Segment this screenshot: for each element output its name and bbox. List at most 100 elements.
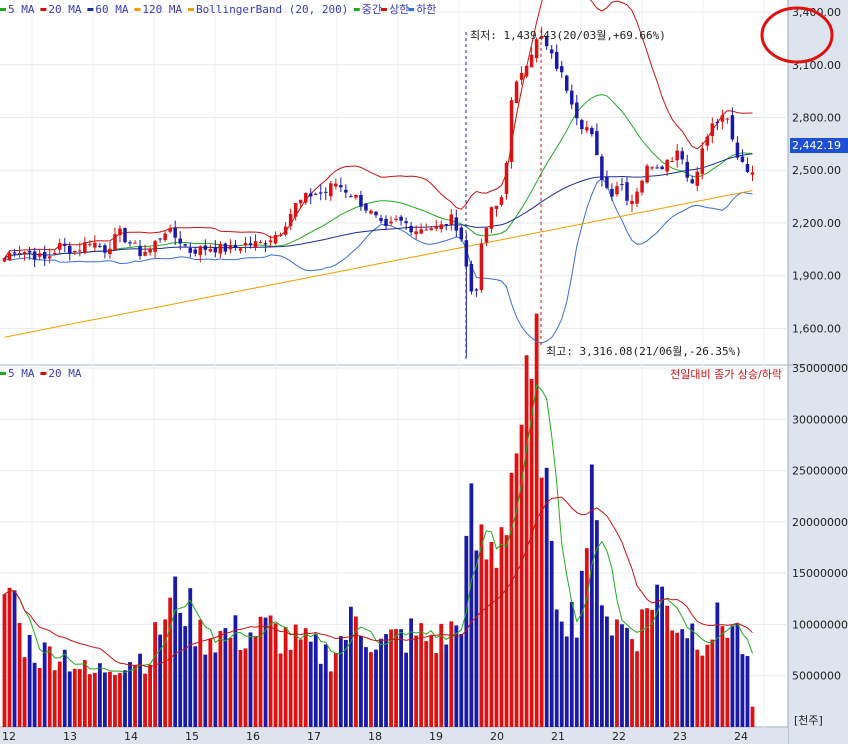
volume-bar <box>589 464 594 727</box>
price-tick-label: 1,900.00 <box>792 270 841 283</box>
candle-body <box>559 66 564 73</box>
volume-bar <box>343 639 348 727</box>
volume-bar <box>424 641 429 727</box>
volume-bar <box>559 621 564 727</box>
candle-body <box>700 148 705 174</box>
volume-tick-label: 15000000 <box>792 567 848 580</box>
candle-body <box>17 253 22 255</box>
candle-body <box>585 127 589 131</box>
candle-body <box>750 172 755 175</box>
volume-bar <box>599 605 604 727</box>
volume-bar <box>690 623 695 727</box>
candle-body <box>564 75 569 91</box>
volume-bar <box>163 619 168 727</box>
candle-body <box>153 240 157 252</box>
candle-body <box>313 193 318 195</box>
volume-bar <box>288 649 293 727</box>
volume-bar <box>434 653 439 727</box>
volume-bar <box>745 656 750 727</box>
candle-body <box>499 197 504 205</box>
volume-bar <box>27 634 32 727</box>
high-annotation: 최고: 3,316.08(21/06월,-26.35%) <box>546 345 742 358</box>
candle-body <box>374 211 378 216</box>
volume-bar <box>283 627 288 727</box>
volume-bar <box>218 631 223 727</box>
candle-body <box>524 65 529 77</box>
x-tick-label: 19 <box>429 730 443 743</box>
candle-body <box>635 191 639 204</box>
price-tick-label: 2,800.00 <box>792 111 841 124</box>
volume-bar <box>303 628 308 727</box>
candle-body <box>303 193 308 203</box>
candle-body <box>484 227 489 243</box>
legend-label: 5 MA <box>8 367 35 380</box>
axis-ticks: 1,600.00 1,900.00 2,200.00 2,500.00 2,800.00… <box>2 6 848 743</box>
volume-bar <box>479 524 484 727</box>
candle-body <box>429 228 433 231</box>
volume-bar <box>665 605 670 727</box>
x-tick-label: 23 <box>673 730 687 743</box>
volume-bar <box>449 621 454 727</box>
volume-bar <box>233 615 238 727</box>
volume-bar <box>298 639 303 727</box>
volume-bar <box>740 654 745 727</box>
candle-body <box>42 251 47 259</box>
candle-body <box>650 167 654 169</box>
volume-bar <box>208 638 213 727</box>
volume-bar <box>318 663 323 727</box>
candle-body <box>685 161 689 178</box>
candle-body <box>143 251 147 256</box>
bollinger-lower-line <box>4 177 753 344</box>
candle-body <box>133 242 137 244</box>
candle-body <box>278 234 283 236</box>
candle-body <box>570 90 574 105</box>
candle-body <box>108 248 112 255</box>
candle-body <box>193 249 198 254</box>
candle-body <box>324 191 328 193</box>
candle-body <box>288 213 293 226</box>
candle-body <box>158 238 162 240</box>
candle-body <box>665 159 669 172</box>
candle-body <box>494 205 499 210</box>
candle-body <box>268 240 273 243</box>
volume-bar <box>57 661 62 727</box>
candle-body <box>62 243 67 246</box>
volume-bar <box>148 664 152 727</box>
volume-bar <box>695 649 700 727</box>
candle-body <box>283 226 288 235</box>
volume-bar <box>750 706 755 727</box>
candle-body <box>409 225 413 233</box>
x-tick-label: 14 <box>124 730 138 743</box>
volume-bar <box>650 609 654 727</box>
volume-bar <box>123 670 127 727</box>
candle-body <box>419 229 423 234</box>
candle-body <box>595 131 599 156</box>
candle-body <box>504 162 509 194</box>
volume-bar <box>429 635 434 727</box>
legend-label: 5 MA <box>8 3 35 16</box>
candle-body <box>218 243 223 254</box>
volume-bar <box>108 671 112 727</box>
legend-label: BollingerBand (20, 200) <box>196 3 348 16</box>
candle-body <box>449 214 454 225</box>
volume-bar <box>579 570 584 727</box>
volume-bar <box>620 624 624 727</box>
volume-bar <box>409 618 414 727</box>
legend-swatch <box>353 8 360 11</box>
volume-bar <box>213 652 218 727</box>
current-price-label: 2,442.19 <box>792 139 841 152</box>
volume-bar <box>168 597 173 727</box>
candle-body <box>248 243 253 246</box>
candle-body <box>57 243 62 250</box>
volume-ma5-line <box>4 384 753 674</box>
volume-bar <box>97 663 102 727</box>
legend-swatch <box>40 8 47 11</box>
candle-body <box>258 242 263 244</box>
legend-label: 20 MA <box>48 3 81 16</box>
volume-bar <box>258 616 263 727</box>
candle-body <box>198 246 203 256</box>
bollinger-mid-line <box>4 94 753 259</box>
volume-bar <box>323 644 328 727</box>
candle-body <box>2 257 7 262</box>
volume-bar <box>484 559 489 727</box>
